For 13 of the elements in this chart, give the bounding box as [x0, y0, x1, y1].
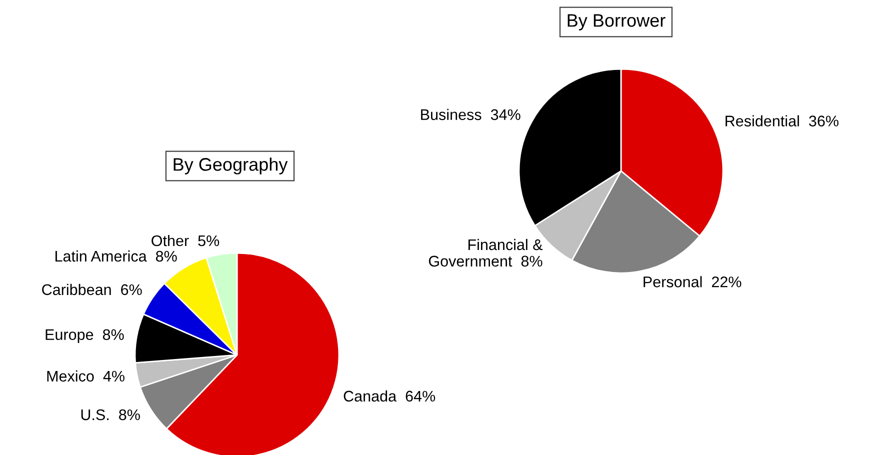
slice-label: Other 5%	[152, 234, 220, 246]
slice-label: Mexico 4%	[47, 370, 124, 382]
slice-label: Latin America 8%	[56, 250, 177, 262]
slice-label: Financial & Government 8%	[428, 238, 543, 267]
slice-label: Caribbean 6%	[42, 284, 142, 296]
slice-label: Canada 64%	[344, 390, 436, 402]
slice-label: U.S. 8%	[81, 409, 140, 420]
slice-label: Residential 36%	[726, 115, 838, 126]
chart-title: By Geography	[174, 158, 288, 174]
slice-label: Personal 22%	[644, 276, 742, 288]
chart-title: By Borrower	[568, 14, 666, 30]
slice-label: Europe 8%	[46, 329, 124, 344]
slice-label: Business 34%	[421, 108, 520, 120]
